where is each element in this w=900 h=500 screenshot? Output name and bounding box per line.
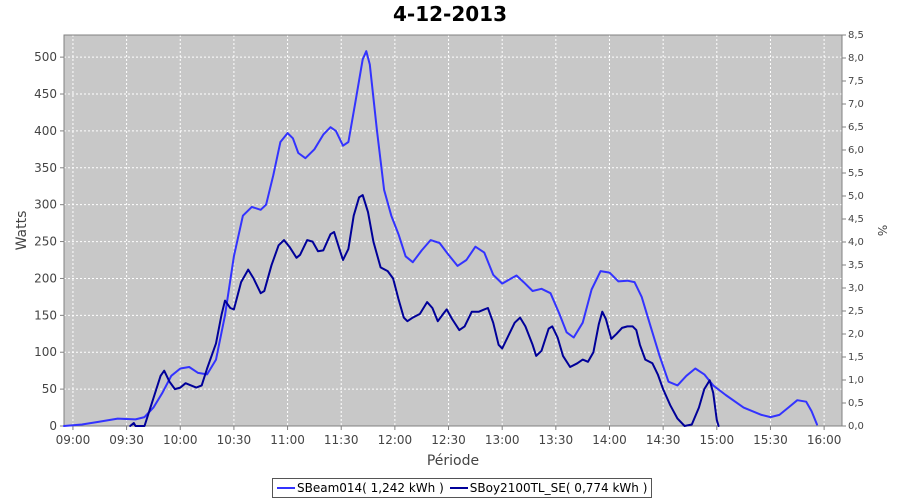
x-tick-label-8: 13:00 (485, 433, 520, 447)
series-lines (63, 50, 818, 427)
x-tick-label-3: 10:30 (217, 433, 252, 447)
y2-tick-label-4: 2,0 (848, 329, 864, 340)
x-tick-label-0: 09:00 (56, 433, 91, 447)
y-tick-label-0: 0 (49, 419, 57, 433)
x-tick-label-12: 15:00 (700, 433, 735, 447)
y-tick-label-8: 400 (34, 124, 57, 138)
series-line-1 (129, 194, 720, 427)
legend-item-1: SBoy2100TL_SE( 0,774 kWh ) (449, 481, 648, 495)
chart-title: 4-12-2013 (392, 2, 507, 26)
y2-tick-label-15: 7,5 (848, 76, 864, 87)
y2-axis-title: % (875, 225, 889, 236)
y2-tick-label-3: 1,5 (848, 352, 864, 363)
plot-area (64, 35, 842, 426)
y-tick-label-1: 50 (42, 382, 57, 396)
y-tick-label-7: 350 (34, 161, 57, 175)
y2-tick-label-5: 2,5 (848, 306, 864, 317)
grid-lines (64, 35, 842, 426)
x-axis-title: Période (427, 453, 479, 469)
y-tick-label-10: 500 (34, 50, 57, 64)
x-tick-label-13: 15:30 (753, 433, 788, 447)
y-tick-label-2: 100 (34, 345, 57, 359)
x-tick-label-6: 12:00 (378, 433, 413, 447)
legend-item-0: SBeam014( 1,242 kWh ) (277, 481, 444, 495)
x-tick-label-9: 13:30 (539, 433, 574, 447)
y2-tick-label-13: 6,5 (848, 122, 864, 133)
y2-tick-label-16: 8,0 (848, 53, 864, 64)
y2-tick-label-6: 3,0 (848, 283, 864, 294)
y2-tick-label-9: 4,5 (848, 214, 864, 225)
y-axis-left: 0 50 100 150 200 250 300 350 400 450 500 (34, 50, 64, 433)
legend-swatch-1 (449, 487, 468, 489)
y2-tick-label-7: 3,5 (848, 260, 864, 271)
y2-tick-label-12: 6,0 (848, 145, 864, 156)
y2-tick-label-17: 8,5 (848, 30, 864, 41)
x-tick-label-7: 12:30 (431, 433, 466, 447)
x-tick-label-5: 11:30 (324, 433, 359, 447)
y2-tick-label-1: 0,5 (848, 398, 864, 409)
y2-tick-label-10: 5,0 (848, 191, 864, 202)
x-tick-label-4: 11:00 (270, 433, 305, 447)
y2-tick-label-0: 0,0 (848, 421, 864, 432)
y-tick-label-4: 200 (34, 271, 57, 285)
x-tick-label-14: 16:00 (807, 433, 842, 447)
y2-tick-label-14: 7,0 (848, 99, 864, 110)
legend-label-0: SBeam014( 1,242 kWh ) (297, 481, 444, 495)
x-tick-label-2: 10:00 (163, 433, 198, 447)
y-tick-label-9: 450 (34, 87, 57, 101)
y-axis-title: Watts (14, 211, 30, 251)
y2-tick-label-11: 5,5 (848, 168, 864, 179)
y2-tick-label-2: 1,0 (848, 375, 864, 386)
y-axis-right: 0,0 0,5 1,0 1,5 2,0 2,5 3,0 3,5 4,0 4,5 5,0 5,5 6,0 6… (842, 30, 864, 432)
series-line-0 (63, 50, 818, 427)
x-tick-label-10: 14:00 (592, 433, 627, 447)
plot-border (63, 34, 843, 427)
y-tick-label-3: 150 (34, 308, 57, 322)
y-tick-label-5: 250 (34, 235, 57, 249)
x-tick-label-1: 09:30 (109, 433, 144, 447)
legend-label-1: SBoy2100TL_SE( 0,774 kWh ) (469, 481, 648, 495)
x-axis: 09:00 09:30 10:00 10:30 11:00 11:30 12:00 12:30… (56, 426, 842, 447)
legend-swatch-0 (277, 487, 295, 489)
x-tick-label-11: 14:30 (646, 433, 681, 447)
y2-tick-label-8: 4,0 (848, 237, 864, 248)
chart-legend: SBeam014( 1,242 kWh ) SBoy2100TL_SE( 0,7… (272, 478, 653, 498)
y-tick-label-6: 300 (34, 198, 57, 212)
